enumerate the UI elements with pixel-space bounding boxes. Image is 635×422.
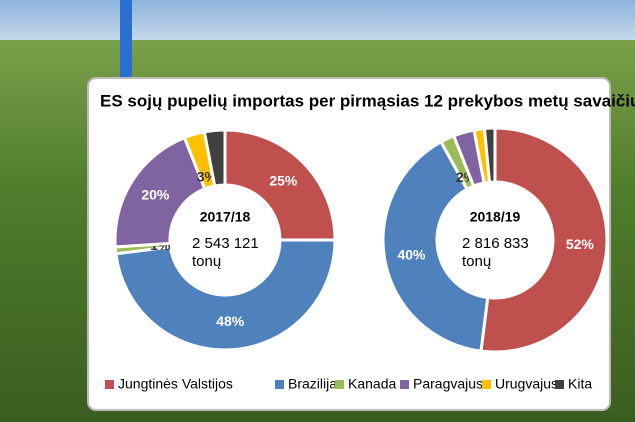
total-label: 2 816 833 [462, 235, 529, 252]
legend-swatch [275, 380, 284, 389]
legend-swatch [482, 380, 491, 389]
total-box [187, 232, 267, 274]
legend-label: Kita [568, 376, 592, 392]
slice [202, 128, 227, 188]
legend-swatch [335, 380, 344, 389]
legend-label: Urugvajus [495, 376, 558, 392]
legend-swatch [105, 380, 114, 389]
legend-label: Brazilija [288, 376, 337, 392]
total-box [457, 232, 537, 274]
legend-label: Kanada [348, 376, 396, 392]
slice [114, 238, 337, 352]
total-unit: tonų [462, 253, 491, 270]
data-label: 52% [566, 236, 595, 252]
series-name: 2017/18 [200, 209, 251, 225]
slice [381, 139, 490, 353]
data-label: 40% [397, 247, 426, 263]
total-label: 2 543 121 [192, 235, 259, 252]
slice [482, 126, 497, 184]
chart-title: ES sojų pupelių importas per pirmąsias 1… [100, 91, 635, 110]
data-label: 20% [141, 186, 170, 202]
slice [479, 126, 609, 354]
legend-label: Paragvajus [413, 376, 483, 392]
total-unit: tonų [192, 253, 221, 270]
flag-pole [120, 0, 132, 80]
series-name: 2018/19 [470, 209, 521, 225]
legend-label: Jungtinės Valstijos [118, 376, 233, 392]
data-label: 25% [269, 172, 298, 188]
slice [223, 128, 337, 242]
legend-swatch [400, 380, 409, 389]
legend-swatch [555, 380, 564, 389]
data-label: 48% [216, 313, 245, 329]
